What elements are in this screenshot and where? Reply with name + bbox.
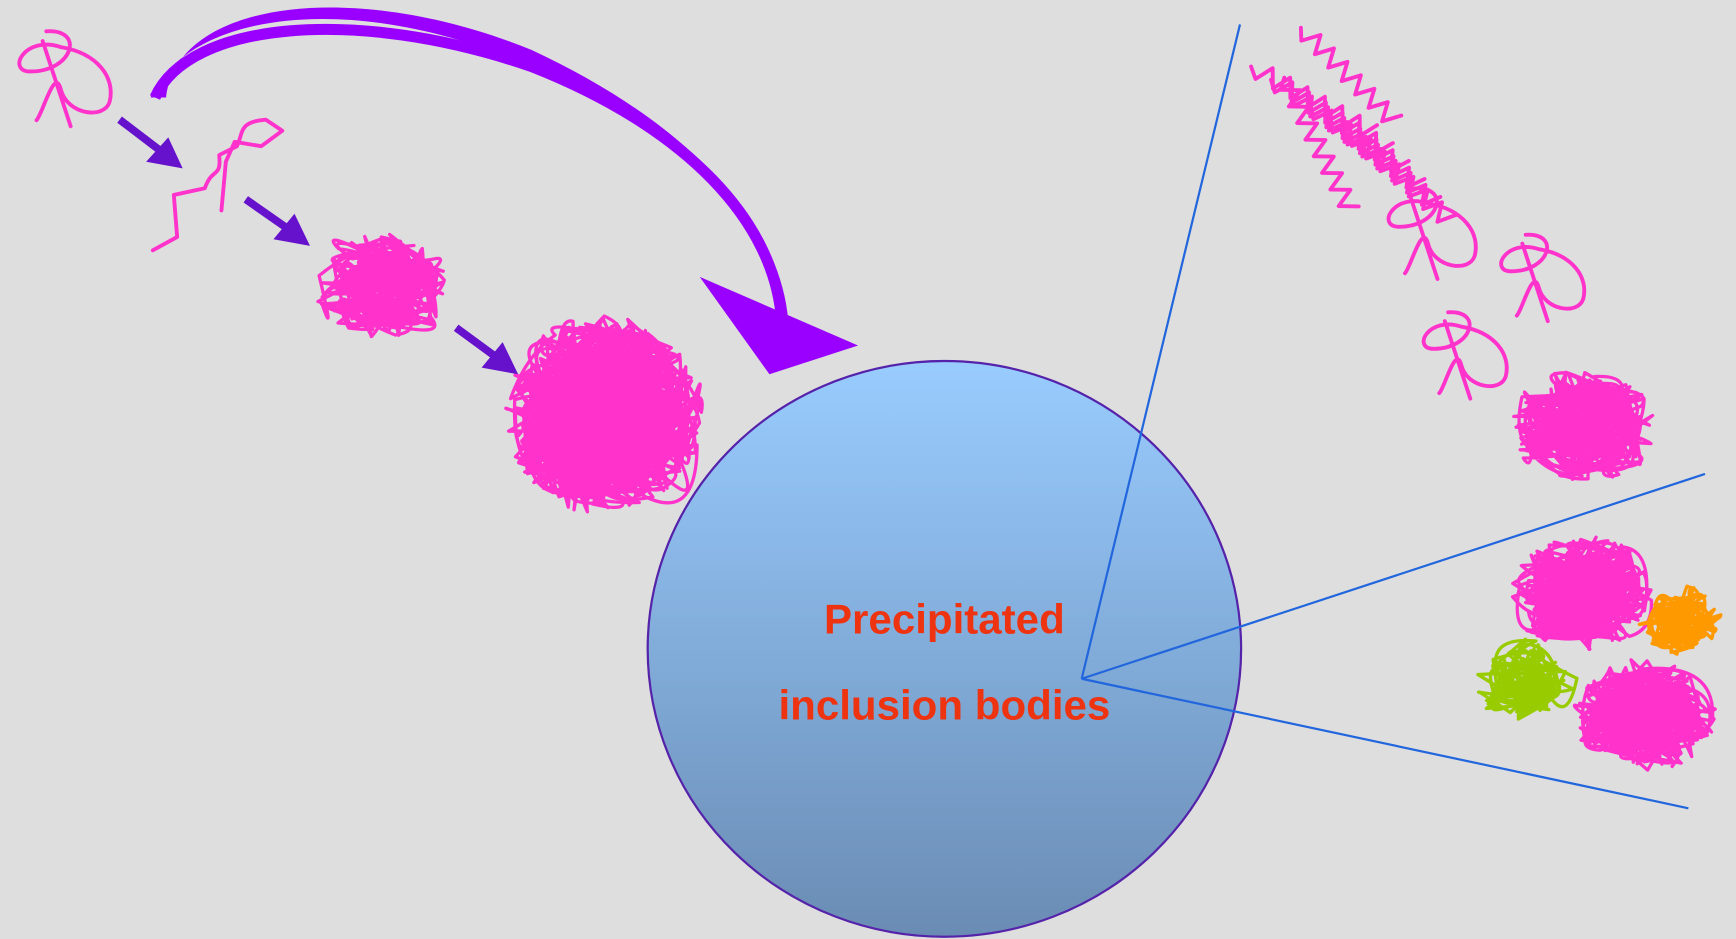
diagram: Precipitated inclusion bodies <box>0 0 1736 939</box>
label-line: Precipitated <box>824 595 1065 642</box>
inclusion-body <box>648 361 1241 937</box>
label-line: inclusion bodies <box>778 682 1110 729</box>
page: Precipitated inclusion bodies (() => { c… <box>0 0 1736 939</box>
